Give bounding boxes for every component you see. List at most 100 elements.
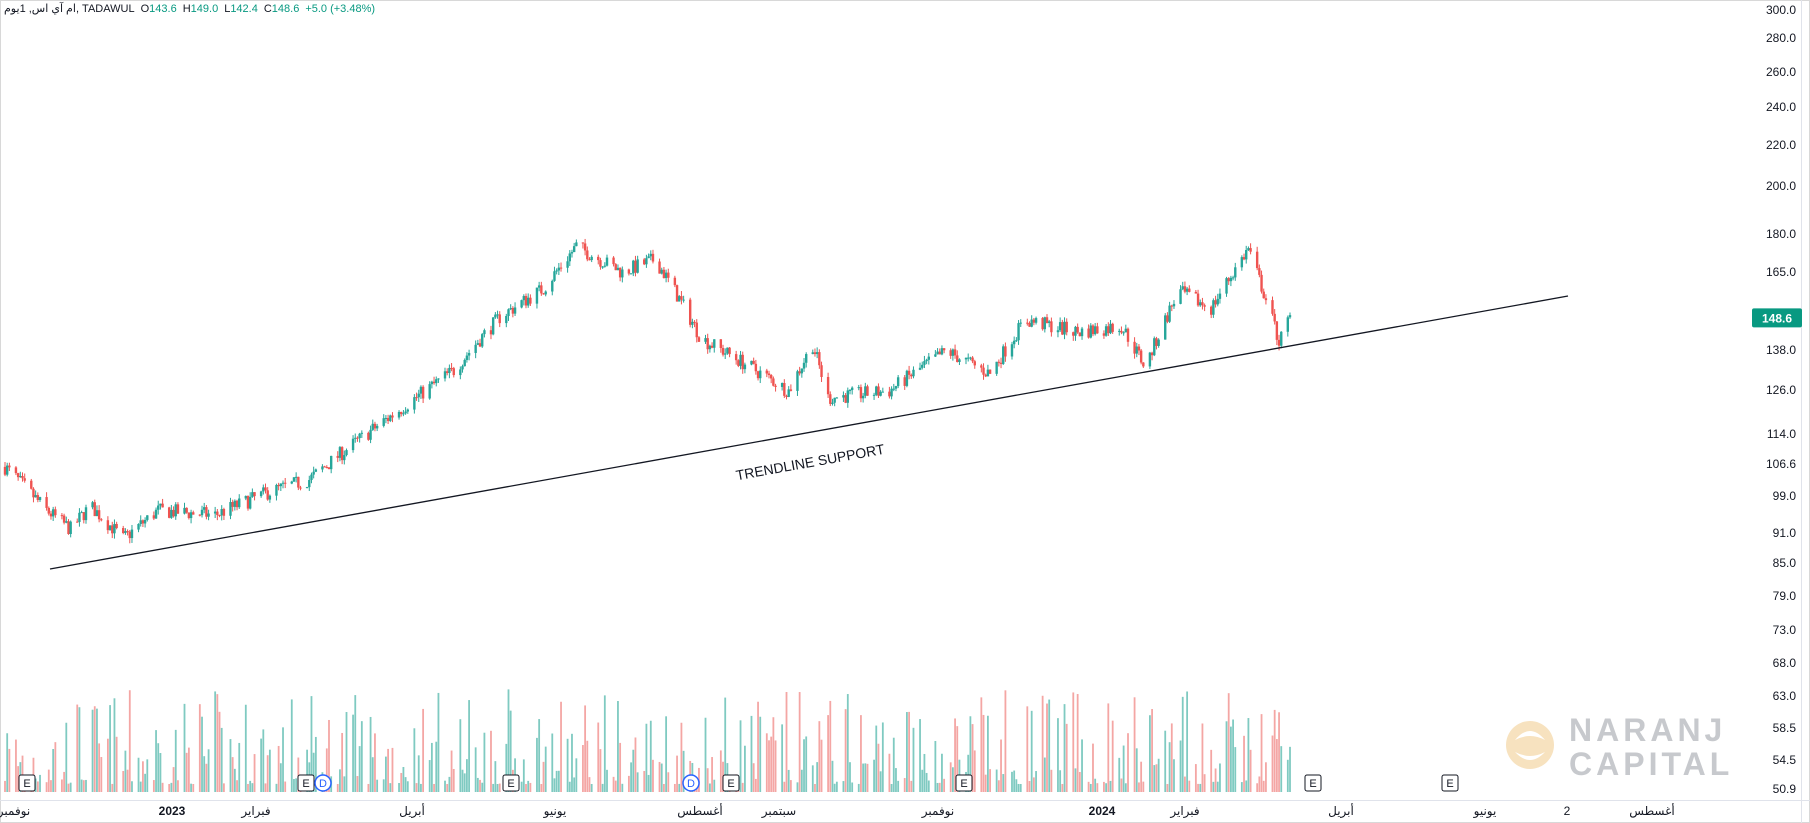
volume-bar [1179,740,1182,792]
candle-body [636,259,639,273]
candle-body [581,242,585,244]
candle-body [511,307,515,314]
volume-bar [1000,739,1002,792]
volume-bar [80,779,83,792]
volume-bar [465,759,468,792]
volume-bar [851,782,854,792]
earnings-marker[interactable] [1441,774,1459,792]
candle-body [815,352,819,355]
earnings-marker[interactable] [18,774,36,792]
volume-bar [634,737,637,792]
candle-body [783,383,786,396]
volume-bar [971,724,974,792]
volume-bar [106,738,109,792]
candle-body [443,371,447,379]
volume-bar [542,761,545,792]
earnings-marker-label: E [507,778,514,790]
candle-body [476,343,480,345]
candle-body [82,512,86,521]
volume-bar [903,778,906,792]
volume-bar [768,740,770,792]
candle-body [1124,328,1128,333]
time-axis[interactable]: نوفمبر 2023 فبراير أبريل يونيو أغسطس سبتمبر نوف… [0,803,1675,819]
candle-body [382,418,385,426]
symbol-label[interactable]: ام آي اس, 1يوم, TADAWUL [4,3,135,15]
volume-bar [560,701,562,792]
volume-bar [1216,781,1219,792]
volume-bar [875,725,878,792]
candle-body [980,365,983,368]
volume-bar [1081,739,1083,792]
volume-bar [551,733,554,792]
volume-bar [8,748,11,792]
volume-bar [1072,692,1075,792]
dividend-marker[interactable] [314,774,332,792]
candle-body [1179,289,1182,304]
candle-body [1199,302,1202,306]
volume-bar [636,772,639,792]
candle-body [1280,331,1283,346]
volume-bar [1026,706,1029,792]
trendline-group[interactable]: TRENDLINE SUPPORT [49,295,1569,570]
volume-bar [387,748,389,792]
volume-bar [612,776,615,792]
candle-body [693,321,696,323]
volume-bar [152,780,155,792]
candle-body [529,297,532,304]
candle-body [820,365,823,377]
volume-bar [159,753,162,792]
volume-bar [800,769,803,792]
candle-body [275,484,278,496]
candle-body [1043,317,1047,330]
candle-body [721,348,725,355]
earnings-marker[interactable] [1304,774,1322,792]
price-axis[interactable]: 300.0 280.0 260.0 240.0 220.0 200.0 180.0 165.0… [1752,3,1802,796]
candle-body [982,367,985,375]
dividend-marker-label: D [319,778,327,790]
trendline-support[interactable] [49,295,1569,570]
candle-body [1109,323,1112,334]
volume-bar [680,722,683,792]
candle-body [371,423,374,430]
volume-bar [354,695,357,792]
earnings-marker[interactable] [502,774,520,792]
candle-body [586,250,589,260]
candle-body [643,259,646,265]
candle-body [522,296,526,301]
price-tick-label: 79.0 [1773,589,1797,603]
event-markers[interactable]: E E E E E E ED D [18,774,1459,792]
volume-bar [647,774,650,792]
time-tick-label: فبراير [240,804,270,819]
candle-body [14,467,18,474]
earnings-marker[interactable] [297,774,315,792]
volume-bar [1197,783,1199,792]
candle-body [137,523,140,530]
volume-bar [910,780,913,792]
volume-bar [85,779,87,792]
volume-bar [4,780,6,792]
candle-body [667,272,670,278]
volume-bar [126,769,129,792]
candle-body [1135,346,1138,354]
candle-body [632,260,635,274]
earnings-marker[interactable] [955,774,973,792]
volume-bar [678,783,681,792]
candle-body [958,359,961,362]
candle-body [1065,321,1068,333]
volume-bar [1184,776,1186,792]
candle-body [936,351,939,355]
volume-bar [1247,718,1250,792]
candle-body [84,507,88,521]
candle-body [846,390,850,403]
volume-bar [553,778,556,792]
volume-bar [1118,757,1121,792]
earnings-marker[interactable] [722,774,740,792]
price-tick-label: 54.5 [1773,753,1797,767]
candle-body [967,357,970,359]
candle-body [1056,330,1060,333]
dividend-marker[interactable] [682,774,700,792]
volume-bar [1035,771,1037,792]
candle-body [724,353,727,355]
candle-body [811,352,814,355]
